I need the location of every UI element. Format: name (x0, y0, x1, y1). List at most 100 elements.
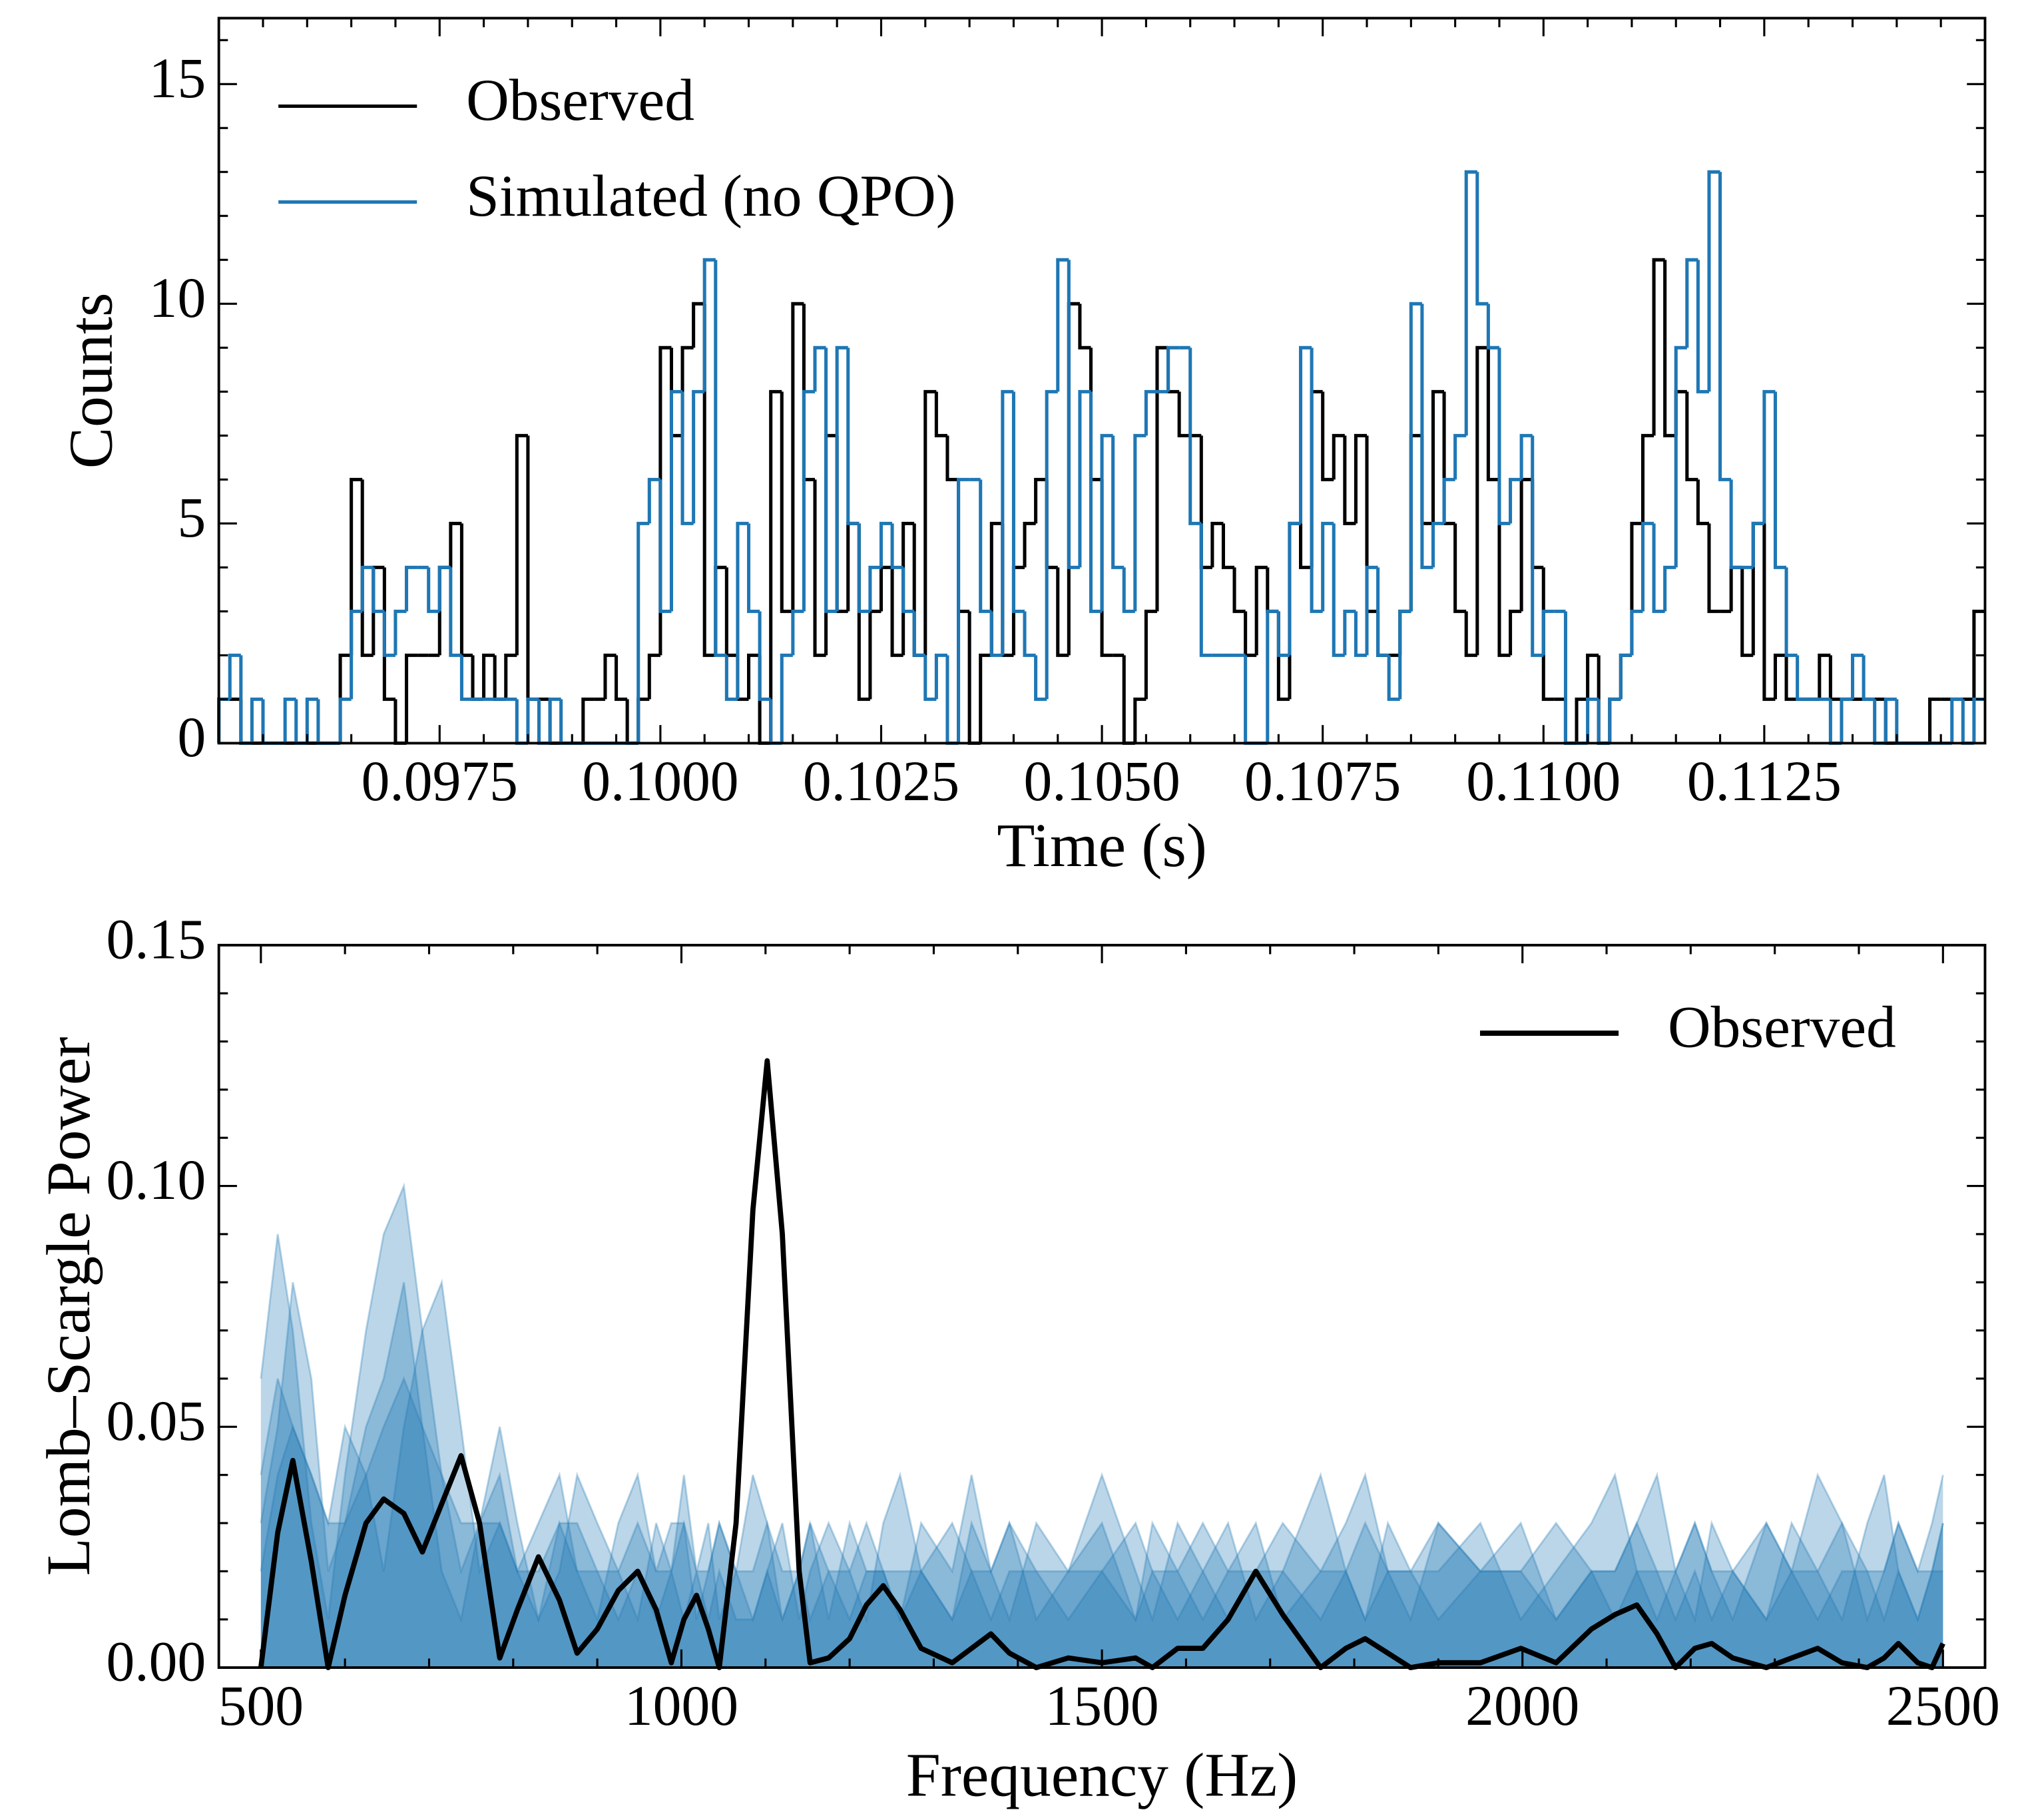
step (1486, 304, 1499, 349)
x-tick-label: 0.1050 (1023, 750, 1180, 813)
step (791, 302, 804, 612)
step (868, 609, 882, 700)
simulated-area (260, 1378, 1943, 1668)
step (1442, 477, 1455, 524)
step (1464, 611, 1477, 657)
step (405, 565, 418, 612)
x-tick-label: 0.1100 (1466, 750, 1621, 813)
step (1034, 655, 1047, 701)
step (724, 655, 738, 701)
step (559, 699, 573, 745)
step (714, 260, 727, 657)
step (261, 699, 274, 745)
y-axis-label: Lomb–Scargle Power (35, 1037, 103, 1576)
step (1453, 433, 1467, 480)
step (1685, 391, 1698, 481)
step (1972, 697, 1985, 744)
y-tick-label: 5 (177, 486, 206, 549)
x-tick-label: 0.1000 (582, 750, 738, 813)
step (857, 523, 870, 613)
simulated-line (260, 1182, 1944, 1624)
step (680, 391, 694, 525)
step (459, 655, 473, 701)
step (305, 697, 318, 744)
step (250, 697, 264, 744)
step (1784, 567, 1798, 657)
step (1210, 521, 1224, 568)
step (1729, 479, 1742, 569)
step (736, 521, 749, 700)
x-tick-label: 2500 (1886, 1674, 2000, 1737)
step (372, 567, 385, 613)
step (791, 609, 804, 656)
step (1796, 655, 1809, 701)
step (1067, 260, 1080, 569)
step (1784, 655, 1798, 701)
line (258, 1058, 1945, 1670)
y-axis-label: Counts (57, 293, 125, 469)
step (1608, 697, 1621, 744)
step (1531, 435, 1544, 657)
step (702, 258, 716, 392)
step (1409, 302, 1422, 612)
step (780, 653, 793, 744)
step (316, 699, 330, 745)
step (482, 653, 495, 700)
x-tick-label: 0.1125 (1687, 750, 1842, 813)
step (669, 389, 683, 612)
y-tick-label: 0.00 (107, 1630, 206, 1694)
step (1034, 477, 1047, 524)
step (1354, 611, 1368, 657)
step (1001, 389, 1014, 656)
step (1828, 655, 1842, 701)
step (1663, 260, 1676, 437)
step (1509, 477, 1522, 524)
step (1133, 433, 1146, 612)
step (1519, 477, 1533, 612)
step (217, 697, 230, 744)
step (1586, 697, 1599, 744)
step (1818, 653, 1831, 700)
step (1221, 523, 1235, 569)
x-tick-label: 1500 (1045, 1674, 1159, 1737)
x-axis-label: Time (s) (997, 811, 1207, 880)
x-tick-label: 500 (218, 1674, 304, 1737)
step (1321, 391, 1334, 481)
y-tick-label: 10 (149, 266, 206, 330)
step (1707, 523, 1720, 613)
step (957, 477, 970, 744)
simulated-line (260, 1376, 1944, 1572)
step (934, 391, 947, 437)
step (449, 567, 462, 657)
step (1056, 567, 1069, 657)
step (1354, 433, 1368, 524)
step (1497, 347, 1511, 525)
step (636, 521, 650, 744)
step (1332, 523, 1345, 657)
step (1707, 170, 1720, 392)
legend-label: Simulated (no QPO) (466, 163, 955, 229)
x-tick-label: 1000 (625, 1674, 738, 1737)
step (1266, 567, 1279, 613)
step (350, 477, 363, 656)
step (1011, 391, 1025, 613)
step (581, 697, 595, 744)
step (382, 611, 395, 657)
step (1376, 567, 1389, 657)
y-tick-label: 0.15 (107, 907, 206, 971)
step (1398, 609, 1411, 700)
x-tick-label: 0.1025 (803, 750, 959, 813)
step (1310, 347, 1323, 613)
step (1155, 345, 1168, 612)
step (350, 609, 363, 700)
step (427, 567, 440, 613)
step (228, 653, 241, 700)
step (1663, 565, 1676, 612)
step (437, 565, 451, 612)
step (1464, 170, 1477, 436)
step (868, 565, 882, 612)
step (338, 697, 352, 744)
step (1078, 304, 1091, 349)
step (1056, 258, 1069, 392)
